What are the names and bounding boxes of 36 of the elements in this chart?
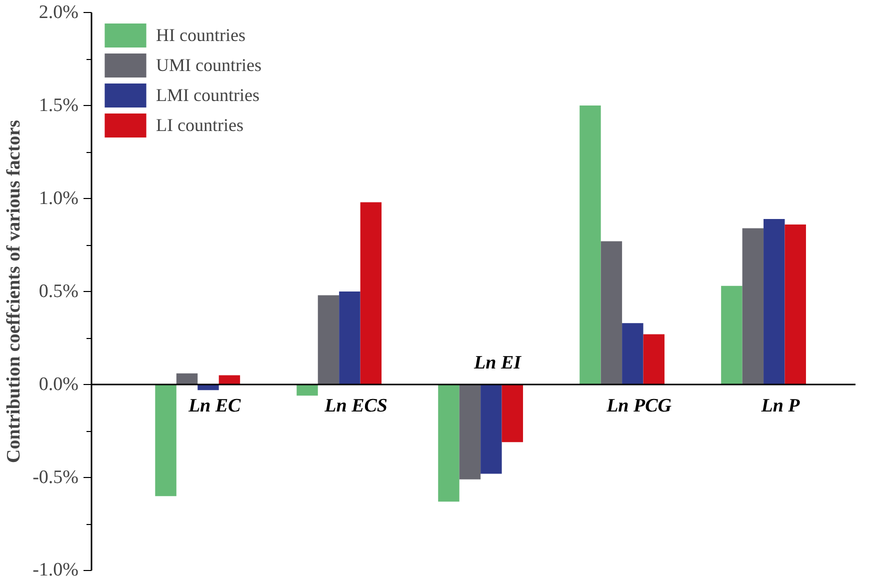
bar <box>218 375 240 384</box>
legend-label: HI countries <box>156 24 246 46</box>
bar <box>622 323 644 384</box>
bar <box>360 202 382 384</box>
x-tick-label: Ln PCG <box>606 396 672 417</box>
x-tick-label: Ln ECS <box>324 396 388 417</box>
bar <box>438 384 460 502</box>
bar <box>580 106 601 384</box>
legend-label: LMI countries <box>156 84 260 106</box>
bar <box>176 373 198 384</box>
y-tick-label: 0.5% <box>38 281 79 302</box>
bar <box>764 218 785 384</box>
bar <box>480 384 502 474</box>
x-tick-label: Ln EC <box>187 396 242 417</box>
y-tick-label: -0.5% <box>32 467 79 488</box>
y-tick-label: 1.0% <box>38 188 79 209</box>
bar <box>600 241 622 384</box>
bar <box>721 286 742 384</box>
bar <box>318 295 340 384</box>
bar <box>784 224 806 384</box>
x-tick-label: Ln EI <box>473 352 522 374</box>
legend-label: LI countries <box>156 114 244 136</box>
bar <box>459 384 481 480</box>
y-tick-label: 1.5% <box>38 95 79 116</box>
y-tick-label: 2.0% <box>38 2 79 23</box>
bar <box>155 384 176 496</box>
legend-label: UMI countries <box>156 54 262 76</box>
bar <box>643 334 664 384</box>
bar <box>339 292 360 384</box>
bar <box>502 384 524 442</box>
y-axis-title: Contribution coeffcients of various factors <box>4 120 25 463</box>
y-tick-label: -1.0% <box>32 560 79 580</box>
y-tick-label: 0.0% <box>38 374 79 395</box>
bar <box>296 384 318 396</box>
x-tick-label: Ln P <box>760 396 800 417</box>
bar <box>742 228 764 384</box>
